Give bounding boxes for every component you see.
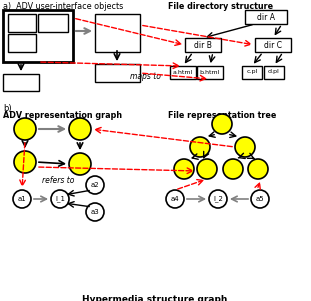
Text: l_2: l_2	[213, 196, 223, 202]
Bar	[95, 64, 140, 82]
Text: a2: a2	[91, 182, 99, 188]
Text: c.pl: c.pl	[246, 70, 258, 75]
Text: l_1: l_1	[55, 196, 65, 202]
Circle shape	[235, 137, 255, 157]
Text: d.pl: d.pl	[268, 70, 280, 75]
Text: b.html: b.html	[200, 70, 220, 75]
Text: refers to: refers to	[42, 176, 74, 185]
Circle shape	[212, 114, 232, 134]
Bar	[95, 14, 140, 52]
Bar	[185, 38, 221, 52]
Text: maps to: maps to	[130, 72, 161, 81]
Circle shape	[86, 176, 104, 194]
Bar	[38, 14, 68, 32]
Bar	[8, 14, 36, 32]
Text: a3: a3	[91, 209, 100, 215]
Bar	[255, 38, 291, 52]
Circle shape	[51, 190, 69, 208]
Bar	[242, 66, 262, 79]
Text: b): b)	[3, 104, 12, 113]
Text: dir B: dir B	[194, 41, 212, 49]
Text: dir C: dir C	[264, 41, 282, 49]
Circle shape	[69, 118, 91, 140]
Text: Hypermedia structure graph: Hypermedia structure graph	[82, 295, 228, 301]
Text: a.html: a.html	[173, 70, 193, 75]
Text: a)  ADV user-interface objects: a) ADV user-interface objects	[3, 2, 123, 11]
Bar	[264, 66, 284, 79]
Circle shape	[13, 190, 31, 208]
Text: dir A: dir A	[257, 13, 275, 21]
Circle shape	[86, 203, 104, 221]
Circle shape	[174, 159, 194, 179]
Circle shape	[166, 190, 184, 208]
Circle shape	[251, 190, 269, 208]
Bar	[197, 66, 223, 79]
Text: a5: a5	[256, 196, 264, 202]
Circle shape	[69, 153, 91, 175]
Circle shape	[248, 159, 268, 179]
Bar	[3, 74, 39, 91]
Circle shape	[14, 151, 36, 173]
Circle shape	[197, 159, 217, 179]
Text: ADV representation graph: ADV representation graph	[3, 111, 122, 120]
Circle shape	[190, 137, 210, 157]
Bar	[8, 34, 36, 52]
Text: File directory structure: File directory structure	[168, 2, 273, 11]
Circle shape	[223, 159, 243, 179]
Bar	[170, 66, 196, 79]
Bar	[3, 10, 73, 62]
Text: a1: a1	[18, 196, 26, 202]
Bar	[245, 10, 287, 24]
Text: File representation tree: File representation tree	[168, 111, 276, 120]
Circle shape	[14, 118, 36, 140]
Circle shape	[209, 190, 227, 208]
Text: a4: a4	[171, 196, 179, 202]
